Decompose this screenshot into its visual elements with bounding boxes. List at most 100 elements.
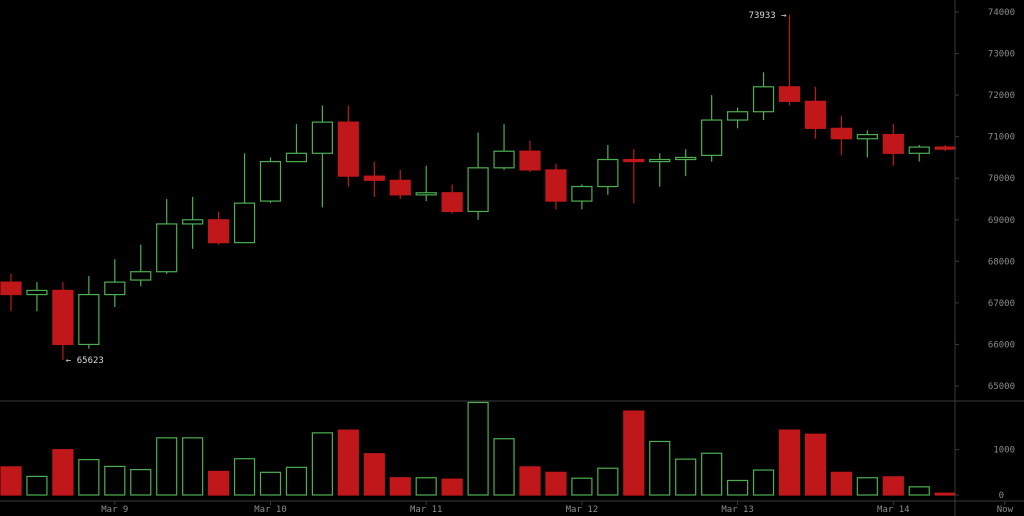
time-tick-label: Now (997, 505, 1014, 515)
time-tick-label: Mar 12 (566, 505, 599, 515)
candle-body-down (934, 146, 956, 150)
candle (856, 130, 878, 158)
volume-bar-down (0, 466, 22, 496)
candle (752, 72, 775, 121)
candle-body-up (26, 289, 48, 296)
time-tick-label: Mar 11 (410, 505, 443, 515)
price-tick-label: 71000 (988, 133, 1015, 143)
volume-bar-down (882, 476, 904, 496)
volume-bar-up (649, 440, 671, 496)
volume-bar-down (52, 449, 74, 496)
volume-bar-down (545, 471, 567, 496)
time-tick-label: Mar 10 (254, 505, 287, 515)
volume-bar-up (259, 471, 282, 496)
volume-bar-up (78, 459, 100, 496)
volume-bar-down (623, 410, 645, 496)
price-tick-label: 66000 (988, 340, 1015, 350)
candle (363, 161, 385, 197)
time-tick-label: Mar 9 (101, 505, 128, 515)
candle (519, 140, 541, 172)
low-price-annotation: ← 65623 (66, 356, 104, 366)
candle-body-up (597, 158, 619, 188)
volume-bar-up (130, 468, 152, 496)
candle-body-up (130, 271, 152, 281)
candle-body-down (337, 121, 359, 177)
price-tick-label: 65000 (988, 382, 1015, 392)
volume-bar-up (726, 479, 749, 496)
price-tick-label: 70000 (988, 174, 1015, 184)
candle-body-up (311, 121, 333, 154)
candle-body-up (233, 202, 256, 244)
volume-bar-down (337, 429, 359, 496)
candle (778, 14, 801, 106)
volume-bar-down (804, 433, 827, 496)
time-tick-label: Mar 14 (877, 505, 910, 515)
candle (182, 196, 204, 249)
candle-body-up (675, 156, 697, 161)
candle-body-up (467, 167, 489, 213)
candle-body-down (545, 169, 567, 202)
volume-bar-up (856, 477, 878, 496)
candle-body-up (649, 158, 671, 163)
price-tick-label: 73000 (988, 50, 1015, 60)
candle-body-down (52, 289, 74, 346)
candle-body-up (752, 86, 775, 113)
candle-body-down (441, 192, 463, 213)
candle (701, 95, 723, 162)
volume-bar-up (701, 452, 723, 496)
candle-body-up (285, 152, 308, 163)
candle-body-down (804, 100, 827, 129)
volume-tick-label: 0 (999, 491, 1004, 501)
candle-body-down (830, 127, 853, 140)
candle-body-down (778, 86, 801, 102)
candle-body-up (856, 133, 878, 140)
candle-body-up (104, 281, 126, 296)
candle (130, 244, 152, 287)
candle-body-up (415, 192, 437, 196)
candle (675, 149, 697, 177)
candle (441, 184, 463, 214)
volume-bar-up (156, 437, 178, 496)
candle (0, 273, 22, 312)
volume-bar-up (752, 469, 775, 496)
candle (285, 124, 308, 163)
volume-bar-up (597, 467, 619, 496)
candle (882, 124, 904, 166)
volume-bar-up (182, 437, 204, 496)
candle-body-down (363, 175, 385, 181)
candle-body-up (726, 111, 749, 121)
volume-bar-down (441, 478, 463, 496)
candle-body-up (701, 119, 723, 156)
candle (623, 149, 645, 204)
volume-panel (0, 401, 956, 496)
candle-body-up (908, 146, 930, 154)
volume-bar-up (311, 432, 333, 496)
volume-bar-down (363, 453, 385, 496)
candle-body-up (182, 219, 204, 225)
candle-body-down (389, 179, 411, 196)
candle (337, 105, 359, 187)
volume-bar-up (493, 438, 515, 496)
volume-bar-down (830, 471, 853, 496)
price-tick-label: 74000 (988, 8, 1015, 18)
price-tick-label: 67000 (988, 299, 1015, 309)
candle-body-down (623, 158, 645, 163)
volume-bar-up (415, 477, 437, 496)
candle (259, 157, 282, 204)
volume-bar-up (104, 465, 126, 496)
candle (493, 124, 515, 170)
candle (26, 282, 48, 312)
candle (415, 165, 437, 202)
axis-labels: 65000 66000 67000 68000 69000 70000 71000 72000… (66, 8, 1015, 515)
volume-bar-down (934, 492, 956, 496)
volume-bar-up (675, 458, 697, 496)
candle-body-down (519, 150, 541, 171)
price-tick-label: 68000 (988, 257, 1015, 267)
candle (104, 259, 126, 308)
candle (830, 115, 853, 156)
candle-body-down (208, 219, 230, 244)
candle (208, 211, 230, 245)
candle (311, 105, 333, 208)
candle-body-up (571, 185, 593, 202)
price-tick-label: 72000 (988, 91, 1015, 101)
